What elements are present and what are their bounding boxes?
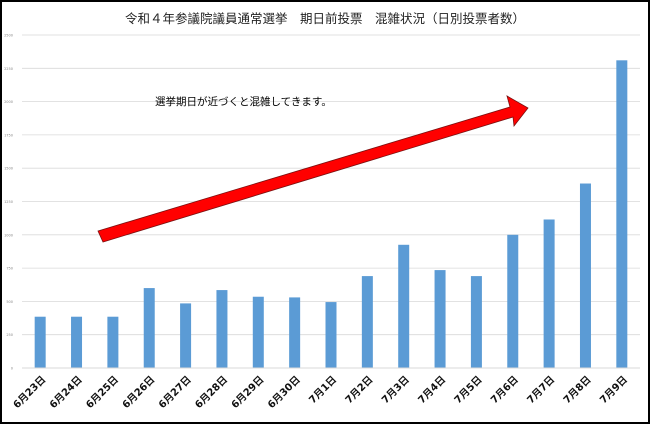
x-tick-label: 6月24日 [47, 374, 84, 411]
bar [579, 183, 591, 368]
bar [434, 270, 446, 368]
x-tick-label: 6月30日 [265, 374, 302, 411]
x-axis: 6月23日 6月24日 6月25日 6月26日 6月27日 6月28日 6月29日 6月30日… [11, 367, 640, 411]
bar [180, 303, 192, 368]
x-tick-label: 7月4日 [416, 374, 448, 406]
x-tick-label: 6月28日 [193, 374, 230, 411]
y-tick-label: 1750 [4, 133, 13, 137]
y-axis: 0 250 500 750 1000 1250 1500 1750 2000 2250 2500 [4, 34, 13, 371]
x-tick-label: 7月5日 [452, 374, 484, 406]
y-tick-label: 250 [6, 333, 13, 337]
bar [216, 290, 228, 368]
y-tick-label: 1500 [4, 167, 13, 171]
bar [34, 316, 46, 368]
annotation-text: 選挙期日が近づくと混雑してきます。 [155, 96, 332, 108]
bar [470, 276, 482, 368]
bar [507, 234, 519, 368]
y-tick-label: 2500 [4, 34, 13, 38]
x-tick-label: 7月6日 [488, 374, 520, 406]
y-tick-label: 500 [6, 300, 13, 304]
chart-title: 令和４年参議院議員通常選挙 期日前投票 混雑状況（日別投票者数） [124, 11, 525, 26]
y-tick-label: 2000 [4, 100, 13, 104]
bar [107, 316, 119, 368]
bar [289, 297, 301, 368]
x-tick-label: 6月29日 [229, 374, 266, 411]
x-tick-label: 6月23日 [11, 374, 48, 411]
arrow-shape [97, 95, 529, 243]
x-tick-label: 6月25日 [84, 374, 121, 411]
x-tick-label: 7月1日 [307, 374, 339, 406]
x-tick-label: 7月3日 [379, 374, 411, 406]
x-tick-label: 6月27日 [156, 374, 193, 411]
bar [543, 219, 555, 368]
bars [34, 60, 628, 369]
x-tick-label: 7月7日 [525, 374, 557, 406]
bar [325, 302, 337, 368]
bar [361, 276, 373, 368]
bar [143, 288, 155, 368]
y-tick-label: 1250 [4, 200, 13, 204]
x-tick-label: 7月8日 [561, 374, 593, 406]
x-tick-label: 7月2日 [343, 374, 375, 406]
bar [71, 316, 83, 368]
bar [616, 60, 628, 369]
y-tick-label: 0 [11, 367, 13, 371]
y-tick-label: 2250 [4, 67, 13, 71]
bar [252, 296, 264, 368]
trend-arrow [97, 95, 529, 243]
x-tick-label: 7月9日 [597, 374, 629, 406]
bar [398, 244, 410, 368]
y-tick-label: 750 [6, 267, 13, 271]
y-tick-label: 1000 [4, 233, 13, 237]
x-tick-label: 6月26日 [120, 374, 157, 411]
